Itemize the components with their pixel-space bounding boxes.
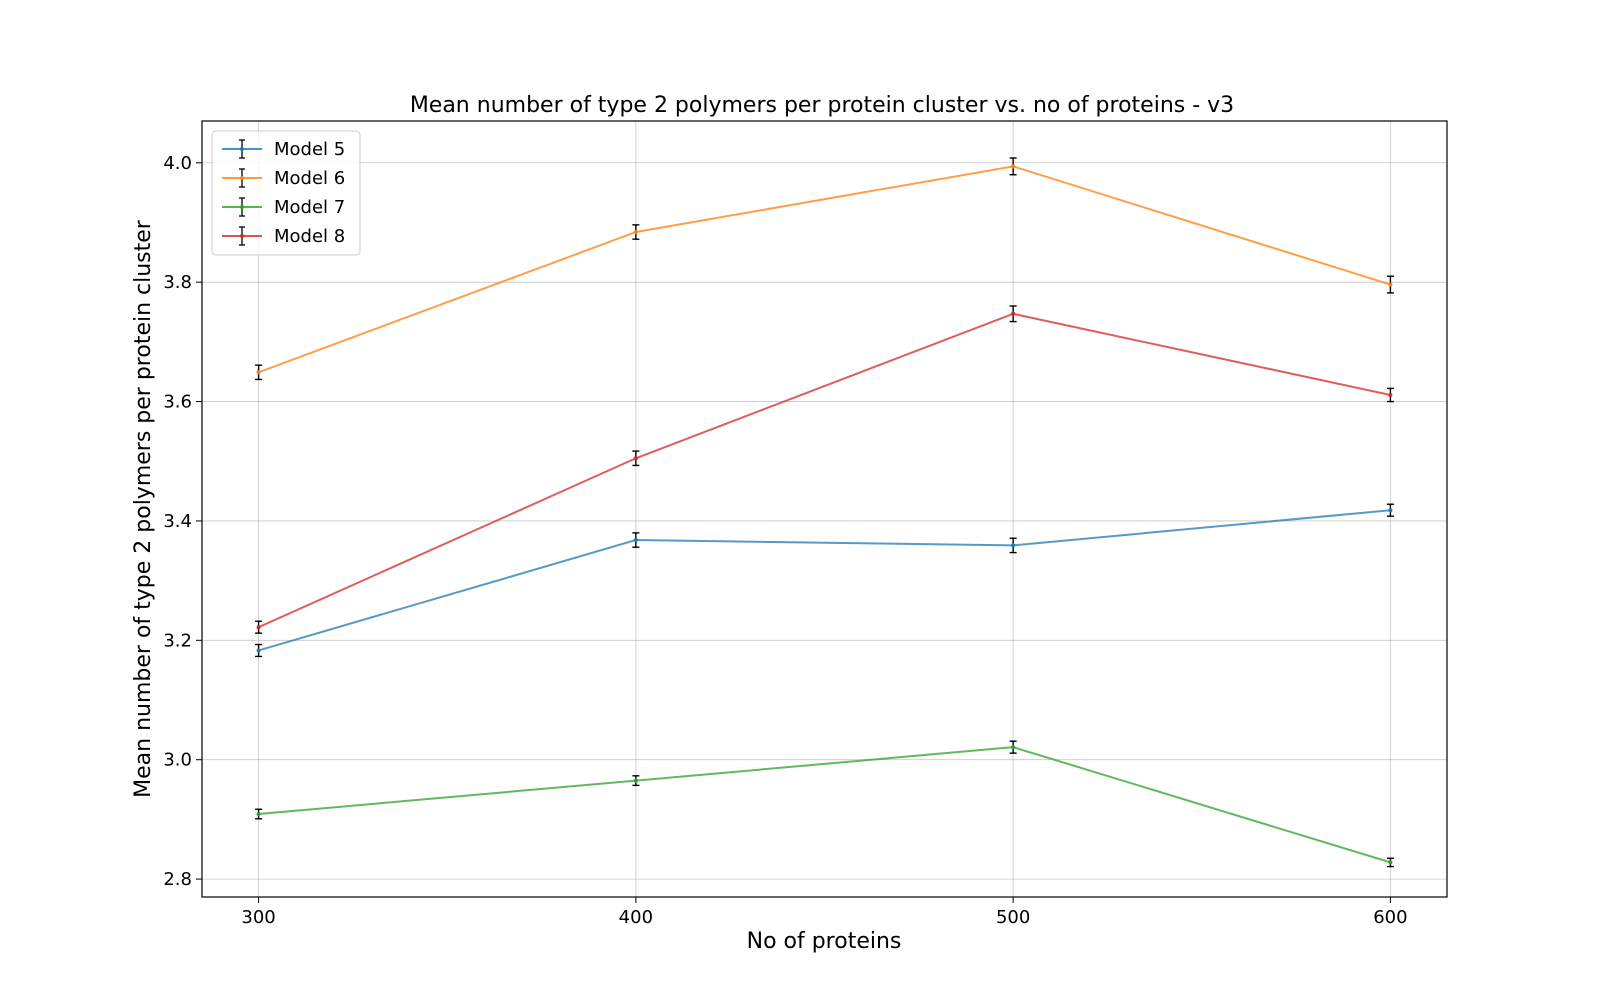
y-axis-label: Mean number of type 2 polymers per prote…	[131, 219, 156, 798]
legend: Model 5 Model 6 Model 7 Model 8	[211, 130, 361, 256]
y-tick-label: 2.8	[163, 869, 192, 890]
plot-frame	[201, 120, 1448, 898]
data-point	[1011, 745, 1016, 750]
legend-item: Model 8	[222, 226, 345, 247]
x-tick-label: 400	[619, 907, 653, 928]
data-point	[256, 625, 261, 630]
series-line	[258, 746, 1391, 864]
x-tick-label: 300	[241, 907, 275, 928]
data-point	[1388, 282, 1393, 287]
y-tick-label: 3.0	[163, 750, 192, 771]
legend-label: Model 6	[274, 168, 345, 189]
data-point	[1388, 508, 1393, 513]
y-tick-label: 3.4	[163, 511, 192, 532]
data-point	[633, 456, 638, 461]
series-line	[258, 509, 1391, 652]
x-axis-label: No of proteins	[747, 929, 902, 954]
data-point	[1388, 392, 1393, 397]
y-tick-label: 3.6	[163, 392, 192, 413]
data-point	[1388, 860, 1393, 865]
legend-item: Model 7	[222, 197, 345, 218]
data-point	[1011, 311, 1016, 316]
series-line	[258, 312, 1391, 629]
series-3	[255, 740, 1394, 868]
legend-item: Model 6	[222, 168, 345, 189]
series-1	[255, 503, 1394, 658]
series-layer	[255, 157, 1394, 868]
data-point	[256, 812, 261, 817]
legend-label: Model 5	[274, 139, 345, 160]
x-tick-label: 600	[1373, 907, 1407, 928]
series-4	[255, 305, 1394, 634]
data-point	[256, 648, 261, 653]
legend-label: Model 7	[274, 197, 345, 218]
grid-layer	[202, 121, 1447, 897]
data-point	[256, 370, 261, 375]
y-tick-label: 4.0	[163, 153, 192, 174]
legend-label: Model 8	[274, 226, 345, 247]
legend-marker	[240, 147, 244, 151]
series-line	[258, 165, 1391, 374]
data-point	[1011, 164, 1016, 169]
legend-marker	[240, 234, 244, 238]
y-tick-label: 3.8	[163, 272, 192, 293]
x-tick-label: 500	[996, 907, 1030, 928]
y-tick-label: 3.2	[163, 630, 192, 651]
ticks-layer: 300 400 500 600 2.8 3.0 3.2 3.4 3.6 3.8 4.0	[163, 153, 1407, 928]
legend-marker	[240, 176, 244, 180]
series-2	[255, 157, 1394, 381]
data-point	[1011, 543, 1016, 548]
data-point	[633, 230, 638, 235]
data-point	[633, 778, 638, 783]
legend-item: Model 5	[222, 139, 345, 160]
legend-marker	[240, 205, 244, 209]
data-point	[633, 538, 638, 543]
legend-box	[211, 130, 361, 256]
chart-title: Mean number of type 2 polymers per prote…	[410, 93, 1234, 118]
